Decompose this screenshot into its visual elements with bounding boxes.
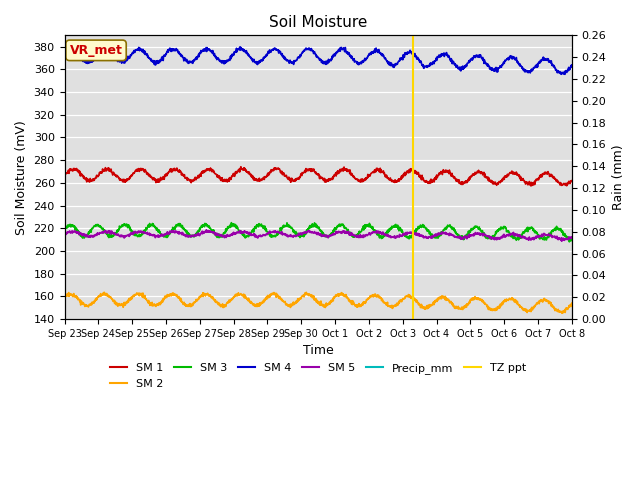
SM 4 <box>152 62 159 68</box>
SM 2 <box>70 292 78 298</box>
Title: Soil Moisture: Soil Moisture <box>269 15 367 30</box>
SM 5 <box>152 235 159 240</box>
SM 2 <box>411 297 419 302</box>
Line: SM 1: SM 1 <box>65 167 572 186</box>
SM 2 <box>100 289 108 295</box>
SM 1 <box>321 176 328 181</box>
SM 2 <box>61 294 68 300</box>
SM 4 <box>61 50 68 56</box>
SM 3 <box>411 228 419 234</box>
SM 3 <box>228 220 236 226</box>
SM 4 <box>536 60 543 65</box>
SM 4 <box>561 72 569 77</box>
SM 5 <box>321 233 328 239</box>
SM 4 <box>291 59 298 64</box>
X-axis label: Time: Time <box>303 344 333 357</box>
SM 5 <box>536 234 543 240</box>
SM 3 <box>70 223 78 228</box>
SM 2 <box>558 311 566 316</box>
SM 3 <box>536 236 543 241</box>
SM 1 <box>152 176 159 182</box>
Y-axis label: Soil Moisture (mV): Soil Moisture (mV) <box>15 120 28 235</box>
SM 3 <box>568 237 576 243</box>
Legend: SM 1, SM 2, SM 3, SM 4, SM 5, Precip_mm, TZ ppt: SM 1, SM 2, SM 3, SM 4, SM 5, Precip_mm,… <box>106 359 531 393</box>
SM 2 <box>291 301 298 307</box>
SM 5 <box>291 233 298 239</box>
Line: SM 3: SM 3 <box>65 223 572 242</box>
SM 1 <box>237 164 244 169</box>
SM 3 <box>61 226 68 231</box>
SM 5 <box>70 229 78 235</box>
SM 1 <box>568 179 576 184</box>
SM 4 <box>568 63 576 69</box>
SM 4 <box>321 60 328 66</box>
SM 1 <box>536 173 543 179</box>
SM 5 <box>61 230 68 236</box>
SM 2 <box>152 302 159 308</box>
SM 1 <box>527 183 535 189</box>
SM 1 <box>291 178 298 184</box>
SM 1 <box>70 166 78 172</box>
SM 2 <box>536 299 543 305</box>
SM 5 <box>558 238 566 244</box>
SM 3 <box>152 224 159 229</box>
SM 3 <box>566 239 573 245</box>
SM 2 <box>321 303 328 309</box>
SM 4 <box>67 44 75 49</box>
SM 5 <box>568 235 576 241</box>
SM 5 <box>411 230 419 236</box>
SM 5 <box>203 227 211 233</box>
SM 1 <box>61 172 68 178</box>
SM 3 <box>291 228 298 234</box>
SM 4 <box>411 52 419 58</box>
SM 3 <box>321 233 328 239</box>
SM 4 <box>70 45 78 50</box>
Y-axis label: Rain (mm): Rain (mm) <box>612 144 625 210</box>
SM 2 <box>568 300 576 306</box>
Line: SM 5: SM 5 <box>65 230 572 241</box>
Line: SM 4: SM 4 <box>65 47 572 74</box>
Text: VR_met: VR_met <box>70 44 122 57</box>
Line: SM 2: SM 2 <box>65 292 572 313</box>
SM 1 <box>411 168 419 174</box>
